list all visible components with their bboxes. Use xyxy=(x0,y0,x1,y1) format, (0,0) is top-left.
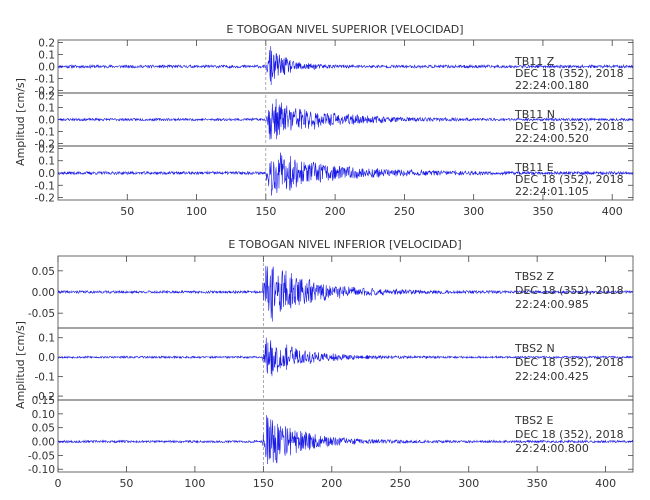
time-label: 22:24:00.985 xyxy=(515,298,589,311)
date-label: DEC 18 (352), 2018 xyxy=(515,356,624,369)
time-label: 22:24:00.180 xyxy=(515,79,589,92)
y-tick-label: 0.0 xyxy=(38,62,55,74)
waveform-trace xyxy=(57,152,634,196)
y-tick-label: -0.2 xyxy=(35,193,56,205)
time-label: 22:24:00.520 xyxy=(515,132,589,145)
waveform-trace xyxy=(57,337,634,377)
panel-y-ticks: 0.15 0.10 0.05 0.00-0.05 -0.10 xyxy=(28,395,633,476)
y-tick-label: 0.1 xyxy=(38,156,55,168)
x-tick-label: 400 xyxy=(602,205,623,218)
y-tick-label: -0.2 xyxy=(35,139,56,151)
station-label: TBS2 E xyxy=(514,414,554,427)
chart-nivel-superior: E TOBOGAN NIVEL SUPERIOR [VELOCIDAD] Amp… xyxy=(14,23,634,218)
panel-trace xyxy=(57,42,634,91)
panel-y-ticks: 0.05 0.00 -0.05 xyxy=(28,266,633,320)
time-label: 22:24:00.800 xyxy=(515,442,589,455)
y-tick-label: -0.2 xyxy=(35,86,56,98)
x-tick-label: 250 xyxy=(394,205,415,218)
y-tick-label: 0.2 xyxy=(38,90,55,102)
waveform-trace xyxy=(57,98,634,140)
y-tick-label: 0.15 xyxy=(32,395,55,407)
y-tick-label: -0.10 xyxy=(28,464,55,476)
date-label: DEC 18 (352), 2018 xyxy=(515,284,624,297)
y-tick-label: 0.05 xyxy=(32,423,55,435)
y-tick-label: 0.00 xyxy=(32,287,55,299)
x-tick-label: 350 xyxy=(527,477,548,490)
chart-nivel-inferior: E TOBOGAN NIVEL INFERIOR [VELOCIDAD] Amp… xyxy=(14,238,634,490)
x-tick-label: 250 xyxy=(390,477,411,490)
panel-trace xyxy=(57,258,634,326)
y-tick-label: 0.2 xyxy=(38,143,55,155)
x-axis: 0 50 100 150 200 250 300 350 400 xyxy=(55,256,616,490)
x-tick-label: 50 xyxy=(119,477,133,490)
x-tick-label: 350 xyxy=(532,205,553,218)
y-tick-label: 0.1 xyxy=(38,102,55,114)
x-tick-label: 200 xyxy=(325,205,346,218)
y-axis-label: Amplitud [cm/s] xyxy=(14,321,27,409)
y-tick-label: -0.1 xyxy=(35,372,56,384)
station-label: TBS2 N xyxy=(514,342,555,355)
panel-y-ticks: 0.20.10.0-0.1-0.2 xyxy=(35,143,633,205)
y-tick-label: 0.00 xyxy=(32,437,55,449)
x-tick-label: 300 xyxy=(463,205,484,218)
station-label: TBS2 Z xyxy=(514,270,555,283)
chart-title: E TOBOGAN NIVEL INFERIOR [VELOCIDAD] xyxy=(228,238,461,251)
waveform-trace xyxy=(57,265,634,322)
x-tick-label: 150 xyxy=(253,477,274,490)
x-axis: 50 100 150 200 250 300 350 400 xyxy=(120,40,623,218)
y-tick-label: -0.2 xyxy=(35,391,56,403)
y-tick-label: 0.0 xyxy=(38,115,55,127)
x-tick-label: 150 xyxy=(255,205,276,218)
y-tick-label: 0.0 xyxy=(38,352,55,364)
panel-y-ticks: 0.20.10.0-0.1-0.2 xyxy=(35,90,633,151)
time-label: 22:24:00.425 xyxy=(515,370,589,383)
x-tick-label: 200 xyxy=(321,477,342,490)
y-tick-label: 0.1 xyxy=(38,49,55,61)
chart-title: E TOBOGAN NIVEL SUPERIOR [VELOCIDAD] xyxy=(226,23,463,36)
date-label: DEC 18 (352), 2018 xyxy=(515,67,624,80)
waveform-trace xyxy=(57,415,634,464)
x-tick-label: 400 xyxy=(595,477,616,490)
date-label: DEC 18 (352), 2018 xyxy=(515,428,624,441)
panel-trace xyxy=(57,95,634,144)
panel-trace xyxy=(57,148,634,198)
y-tick-label: 0.1 xyxy=(38,333,55,345)
panel-trace xyxy=(57,330,634,398)
y-axis-label: Amplitud [cm/s] xyxy=(14,78,27,166)
x-tick-label: 100 xyxy=(186,205,207,218)
y-tick-label: -0.05 xyxy=(28,308,55,320)
panel-trace xyxy=(57,402,634,470)
x-tick-label: 100 xyxy=(184,477,205,490)
date-label: DEC 18 (352), 2018 xyxy=(515,173,624,186)
panel-frame xyxy=(57,399,634,473)
y-tick-label: -0.1 xyxy=(35,74,56,86)
y-tick-label: -0.1 xyxy=(35,180,56,192)
y-tick-label: 0.2 xyxy=(38,37,55,49)
station-label: TB11 Z xyxy=(514,55,555,68)
y-tick-label: 0.0 xyxy=(38,168,55,180)
panel-y-ticks: 0.20.10.0-0.1-0.2 xyxy=(35,37,633,98)
x-tick-label: 0 xyxy=(55,477,62,490)
time-label: 22:24:01.105 xyxy=(515,185,589,198)
station-label: TB11 E xyxy=(514,161,554,174)
y-tick-label: 0.05 xyxy=(32,266,55,278)
x-tick-label: 50 xyxy=(120,205,134,218)
y-tick-label: -0.1 xyxy=(35,127,56,139)
station-label: TB11 N xyxy=(514,108,555,121)
date-label: DEC 18 (352), 2018 xyxy=(515,120,624,133)
y-tick-label: -0.05 xyxy=(28,450,55,462)
x-tick-label: 300 xyxy=(458,477,479,490)
waveform-trace xyxy=(57,46,634,85)
y-tick-label: 0.10 xyxy=(32,409,55,421)
